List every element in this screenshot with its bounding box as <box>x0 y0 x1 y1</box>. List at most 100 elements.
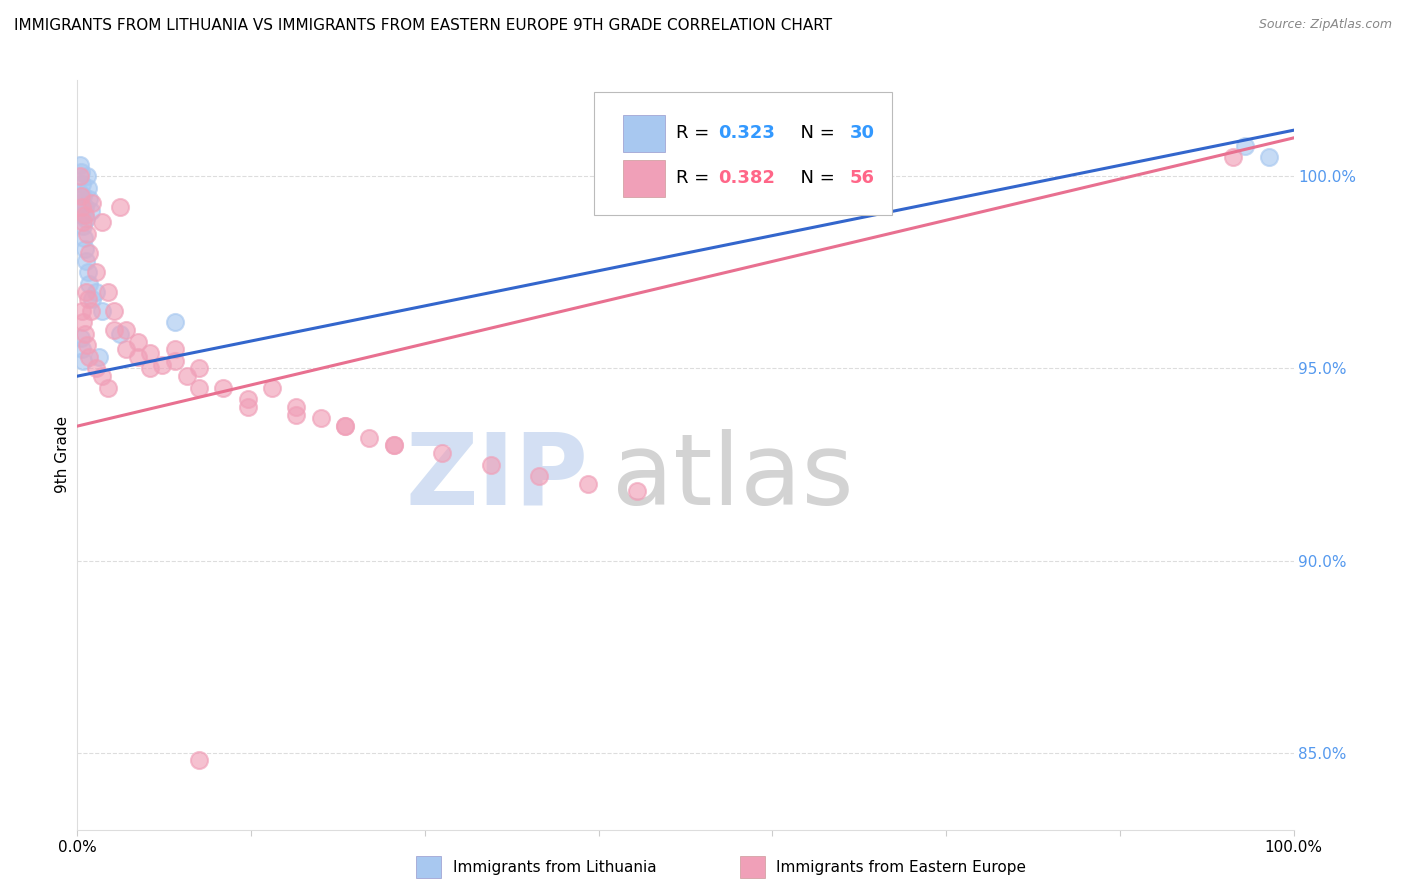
Point <box>72 315 94 329</box>
Point <box>1233 138 1256 153</box>
Point <box>84 285 107 299</box>
Point <box>529 469 551 483</box>
Point <box>73 326 96 341</box>
Point <box>70 200 93 214</box>
Point <box>76 227 98 241</box>
Point <box>73 231 96 245</box>
Point <box>79 193 101 207</box>
FancyBboxPatch shape <box>623 115 665 153</box>
Point <box>76 169 98 184</box>
Point <box>72 188 94 202</box>
Point <box>72 219 94 234</box>
Point <box>72 353 94 368</box>
Text: 30: 30 <box>849 125 875 143</box>
Point <box>76 265 98 279</box>
Point <box>69 196 91 211</box>
Point <box>127 350 149 364</box>
Point <box>73 200 96 214</box>
Point <box>73 208 96 222</box>
Point <box>152 358 174 372</box>
Point <box>90 303 112 318</box>
Point <box>103 323 125 337</box>
Point <box>236 400 259 414</box>
Point <box>1222 150 1244 164</box>
Point <box>260 381 283 395</box>
Point <box>97 381 120 395</box>
Text: Immigrants from Eastern Europe: Immigrants from Eastern Europe <box>776 860 1026 874</box>
Point <box>90 215 112 229</box>
Point <box>333 419 356 434</box>
Point <box>75 285 97 299</box>
Point <box>72 215 94 229</box>
Point <box>576 476 599 491</box>
Point <box>103 303 125 318</box>
Text: Source: ZipAtlas.com: Source: ZipAtlas.com <box>1258 18 1392 31</box>
Point <box>77 181 100 195</box>
Text: N =: N = <box>789 169 841 187</box>
Point <box>79 350 101 364</box>
Point <box>89 350 111 364</box>
Point <box>70 343 93 357</box>
Text: R =: R = <box>676 169 714 187</box>
Point <box>382 438 405 452</box>
Point <box>70 177 93 191</box>
Point <box>84 265 107 279</box>
Point <box>479 458 502 472</box>
Text: 0.323: 0.323 <box>718 125 775 143</box>
Point <box>70 165 93 179</box>
Point <box>69 158 91 172</box>
Point <box>285 400 308 414</box>
Point <box>176 369 198 384</box>
FancyBboxPatch shape <box>595 92 893 215</box>
Text: 0.382: 0.382 <box>718 169 775 187</box>
Point <box>80 293 103 307</box>
Point <box>80 303 103 318</box>
Point <box>69 169 91 184</box>
Point <box>359 431 381 445</box>
Point <box>79 246 101 260</box>
Point <box>70 208 93 222</box>
Point <box>108 326 131 341</box>
Point <box>80 196 103 211</box>
Text: atlas: atlas <box>613 429 853 526</box>
Point <box>188 361 211 376</box>
Text: N =: N = <box>789 125 841 143</box>
Point <box>626 484 648 499</box>
Point <box>76 338 98 352</box>
Point <box>90 369 112 384</box>
Point <box>333 419 356 434</box>
Point <box>139 346 162 360</box>
Point <box>188 753 211 767</box>
Point <box>77 293 100 307</box>
Point <box>212 381 235 395</box>
Point <box>163 343 186 357</box>
Point <box>163 353 186 368</box>
Point <box>75 243 97 257</box>
Point <box>382 438 405 452</box>
Point <box>80 203 103 218</box>
Text: R =: R = <box>676 125 714 143</box>
Text: IMMIGRANTS FROM LITHUANIA VS IMMIGRANTS FROM EASTERN EUROPE 9TH GRADE CORRELATIO: IMMIGRANTS FROM LITHUANIA VS IMMIGRANTS … <box>14 18 832 33</box>
Point <box>285 408 308 422</box>
Point <box>188 381 211 395</box>
Point <box>70 303 93 318</box>
Point <box>70 188 93 202</box>
Point <box>84 361 107 376</box>
Point <box>430 446 453 460</box>
Point <box>236 392 259 407</box>
Text: Immigrants from Lithuania: Immigrants from Lithuania <box>453 860 657 874</box>
Point <box>67 185 90 199</box>
Point <box>1258 150 1281 164</box>
Point <box>309 411 332 425</box>
Point <box>163 315 186 329</box>
Point <box>75 253 97 268</box>
Point <box>115 343 138 357</box>
Point <box>97 285 120 299</box>
Point <box>127 334 149 349</box>
Point <box>75 211 97 226</box>
Text: 56: 56 <box>849 169 875 187</box>
Point <box>139 361 162 376</box>
Point <box>108 200 131 214</box>
Point <box>70 331 93 345</box>
Text: ZIP: ZIP <box>405 429 588 526</box>
